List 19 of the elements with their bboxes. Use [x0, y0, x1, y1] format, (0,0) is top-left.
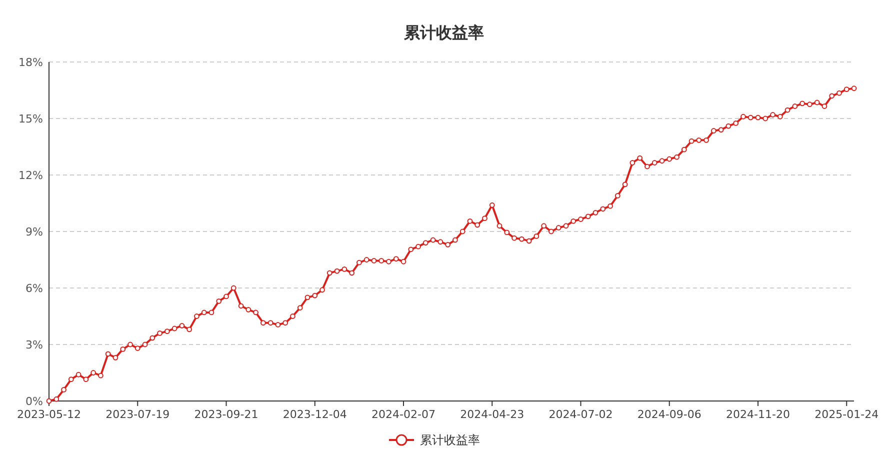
x-tick-label: 2024-11-20	[726, 408, 790, 421]
chart-title: 累计收益率	[403, 23, 484, 42]
y-tick-label: 3%	[26, 338, 43, 352]
y-tick-label: 9%	[26, 226, 43, 238]
x-tick-label: 2024-04-23	[460, 408, 524, 421]
y-tick-label: 12%	[18, 169, 43, 182]
x-tick-label: 2023-09-21	[194, 408, 258, 421]
y-tick-label: 6%	[26, 282, 43, 295]
x-tick-label: 2025-01-24	[814, 408, 879, 421]
legend-label: 累计收益率	[420, 433, 480, 447]
x-tick-label: 2024-07-02	[548, 408, 613, 421]
x-tick-label: 2024-02-07	[372, 408, 436, 421]
x-tick-label: 2023-07-19	[106, 408, 170, 421]
y-tick-label: 18%	[18, 56, 43, 69]
x-tick-label: 2023-12-04	[282, 408, 347, 421]
x-tick-label: 2024-09-06	[637, 408, 702, 421]
x-tick-label: 2023-05-12	[17, 408, 81, 421]
y-tick-label: 0%	[26, 395, 43, 408]
y-tick-label: 15%	[18, 112, 43, 126]
